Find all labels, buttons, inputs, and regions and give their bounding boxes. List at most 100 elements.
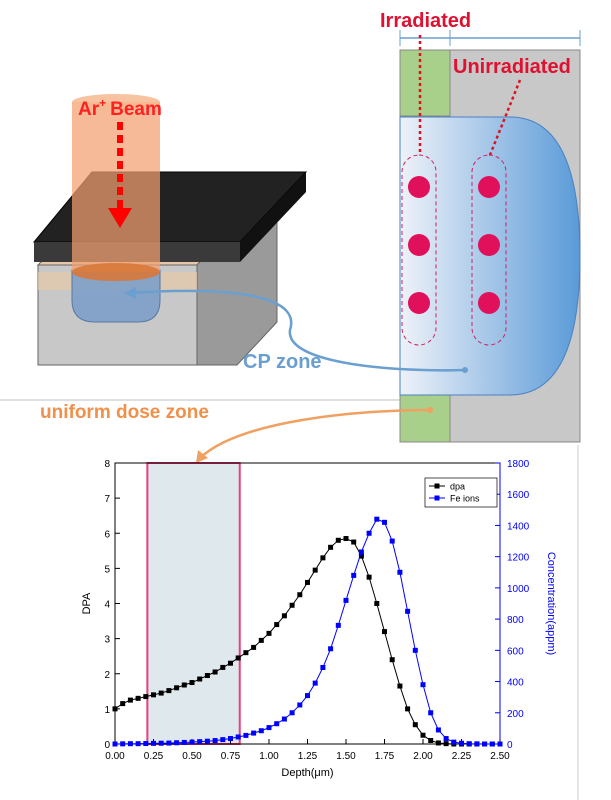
uniform-zone-label: uniform dose zone — [40, 402, 209, 423]
legend-label: Fe ions — [450, 494, 480, 504]
x-tick-label: 0.00 — [105, 751, 125, 762]
data-point — [113, 706, 118, 711]
x-tick-label: 2.25 — [452, 751, 472, 762]
y-tick-label: 4 — [104, 600, 110, 611]
beam-word: Beam — [110, 99, 162, 120]
data-point — [382, 629, 387, 634]
data-point — [498, 742, 503, 747]
y2-tick-label: 200 — [507, 709, 524, 720]
x-tick-label: 1.50 — [336, 751, 356, 762]
data-point — [397, 570, 402, 575]
data-point — [451, 740, 456, 745]
data-point — [421, 733, 426, 738]
data-point — [128, 698, 133, 703]
data-point — [390, 539, 395, 544]
x-axis-label: Depth(μm) — [281, 767, 333, 779]
data-point — [290, 710, 295, 715]
data-point — [213, 738, 218, 743]
data-point — [344, 598, 349, 603]
data-point — [436, 727, 441, 732]
data-point — [136, 741, 141, 746]
data-point — [320, 665, 325, 670]
data-point — [220, 737, 225, 742]
data-point — [436, 740, 441, 745]
y-tick-label: 8 — [104, 459, 110, 470]
data-point — [297, 702, 302, 707]
data-point — [228, 736, 233, 741]
data-point — [236, 655, 241, 660]
x-tick-label: 1.00 — [259, 751, 279, 762]
y2-tick-label: 1200 — [507, 553, 530, 564]
data-point — [467, 741, 472, 746]
data-point — [159, 691, 164, 696]
data-point — [336, 623, 341, 628]
y-tick-label: 5 — [104, 564, 110, 575]
cp-zone-label: CP zone — [243, 351, 322, 373]
data-point — [328, 646, 333, 651]
data-point — [428, 738, 433, 743]
data-point — [413, 722, 418, 727]
beam-ion: Ar — [78, 99, 100, 120]
data-point — [305, 580, 310, 585]
legend-marker — [435, 496, 440, 501]
data-point — [143, 694, 148, 699]
legend-label: dpa — [450, 482, 465, 492]
data-point — [359, 549, 364, 554]
y-tick-label: 2 — [104, 670, 110, 681]
data-point — [166, 688, 171, 693]
irradiated-label: Irradiated — [380, 10, 471, 32]
data-point — [459, 741, 464, 746]
data-point — [374, 601, 379, 606]
data-point — [405, 706, 410, 711]
data-point — [136, 696, 141, 701]
data-point — [313, 568, 318, 573]
y2-tick-label: 400 — [507, 678, 524, 689]
data-point — [336, 538, 341, 543]
beam-charge: + — [99, 96, 106, 110]
data-point — [259, 638, 264, 643]
data-point — [197, 739, 202, 744]
x-tick-label: 0.75 — [221, 751, 241, 762]
data-point — [251, 731, 256, 736]
x-tick-label: 2.50 — [490, 751, 510, 762]
y-tick-label: 1 — [104, 705, 110, 716]
data-point — [328, 545, 333, 550]
data-point — [190, 740, 195, 745]
data-point — [151, 741, 156, 746]
legend-marker — [435, 484, 440, 489]
data-point — [220, 665, 225, 670]
data-point — [182, 740, 187, 745]
data-point — [390, 657, 395, 662]
y2-tick-label: 1000 — [507, 584, 530, 595]
data-point — [305, 693, 310, 698]
x-tick-label: 1.75 — [375, 751, 395, 762]
x-tick-label: 2.00 — [413, 751, 433, 762]
data-point — [413, 648, 418, 653]
data-point — [367, 531, 372, 536]
data-point — [190, 680, 195, 685]
data-point — [267, 631, 272, 636]
data-point — [274, 622, 279, 627]
data-point — [397, 684, 402, 689]
x-tick-label: 0.50 — [182, 751, 202, 762]
data-point — [228, 661, 233, 666]
uniform-dose-band — [147, 463, 239, 744]
data-point — [367, 575, 372, 580]
data-point — [120, 701, 125, 706]
data-point — [297, 592, 302, 597]
data-point — [151, 692, 156, 697]
data-point — [482, 742, 487, 747]
y-tick-label: 6 — [104, 529, 110, 540]
data-point — [174, 740, 179, 745]
data-point — [313, 681, 318, 686]
y2-axis-label: Concentration(appm) — [545, 552, 557, 655]
y-axis-label: DPA — [81, 592, 93, 614]
data-point — [490, 742, 495, 747]
x-tick-label: 0.25 — [144, 751, 164, 762]
y-tick-label: 0 — [104, 740, 110, 751]
y-tick-label: 3 — [104, 635, 110, 646]
data-point — [205, 673, 210, 678]
y2-tick-label: 600 — [507, 646, 524, 657]
data-point — [421, 682, 426, 687]
